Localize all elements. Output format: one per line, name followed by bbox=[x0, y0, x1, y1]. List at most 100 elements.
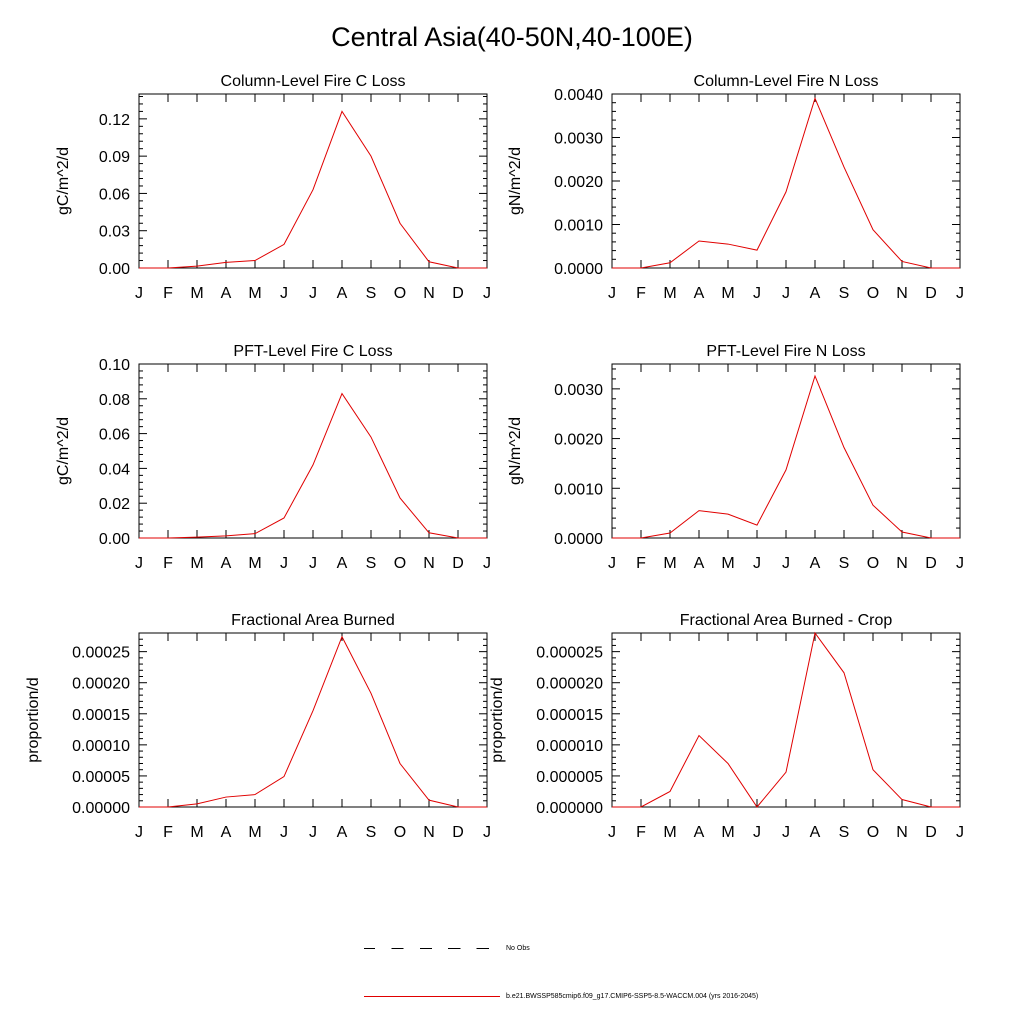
x-tick-label: J bbox=[483, 285, 491, 302]
x-tick-label: N bbox=[896, 555, 908, 572]
x-tick-label: J bbox=[280, 824, 288, 841]
y-tick-label: 0.000020 bbox=[536, 676, 603, 693]
x-tick-label: J bbox=[956, 824, 964, 841]
y-axis-label: proportion/d bbox=[489, 677, 506, 762]
y-tick-label: 0.00020 bbox=[72, 676, 130, 693]
chart-title: PFT-Level Fire C Loss bbox=[233, 343, 392, 360]
x-tick-label: A bbox=[810, 555, 821, 572]
x-tick-label: F bbox=[163, 824, 173, 841]
x-tick-label: J bbox=[309, 824, 317, 841]
y-tick-label: 0.06 bbox=[99, 186, 130, 203]
y-tick-label: 0.0000 bbox=[554, 531, 603, 548]
series-line-1 bbox=[612, 96, 960, 269]
y-axis-label: gC/m^2/d bbox=[55, 417, 72, 485]
x-tick-label: M bbox=[721, 824, 734, 841]
x-tick-label: O bbox=[867, 285, 879, 302]
plot-frame bbox=[138, 363, 488, 539]
x-tick-label: N bbox=[423, 285, 435, 302]
y-tick-label: 0.00025 bbox=[72, 645, 130, 662]
x-tick-label: M bbox=[663, 285, 676, 302]
y-tick-label: 0.00000 bbox=[72, 800, 130, 817]
chart-title: PFT-Level Fire N Loss bbox=[706, 343, 865, 360]
x-tick-label: J bbox=[782, 555, 790, 572]
x-tick-label: S bbox=[366, 824, 377, 841]
x-tick-label: N bbox=[423, 555, 435, 572]
x-tick-label: J bbox=[608, 555, 616, 572]
x-tick-label: D bbox=[925, 824, 937, 841]
series-line-1 bbox=[612, 631, 960, 808]
x-tick-label: J bbox=[782, 285, 790, 302]
y-axis-label: proportion/d bbox=[25, 677, 42, 762]
y-tick-label: 0.12 bbox=[99, 112, 130, 129]
x-tick-label: O bbox=[867, 824, 879, 841]
y-tick-label: 0.08 bbox=[99, 392, 130, 409]
x-tick-label: O bbox=[394, 555, 406, 572]
plot-frame bbox=[611, 632, 961, 808]
x-tick-label: D bbox=[925, 555, 937, 572]
x-tick-label: M bbox=[190, 285, 203, 302]
x-tick-label: M bbox=[663, 824, 676, 841]
x-tick-label: J bbox=[309, 285, 317, 302]
x-tick-label: D bbox=[925, 285, 937, 302]
x-tick-label: M bbox=[248, 824, 261, 841]
y-tick-label: 0.02 bbox=[99, 496, 130, 513]
x-tick-label: A bbox=[810, 824, 821, 841]
x-tick-label: J bbox=[135, 824, 143, 841]
x-tick-label: A bbox=[221, 555, 232, 572]
x-tick-label: A bbox=[337, 285, 348, 302]
x-tick-label: A bbox=[810, 285, 821, 302]
y-tick-label: 0.00015 bbox=[72, 707, 130, 724]
x-tick-label: M bbox=[663, 555, 676, 572]
y-axis-label: gN/m^2/d bbox=[507, 417, 524, 485]
y-tick-label: 0.0020 bbox=[554, 432, 603, 449]
x-tick-label: J bbox=[753, 824, 761, 841]
x-tick-label: A bbox=[221, 824, 232, 841]
y-tick-label: 0.06 bbox=[99, 427, 130, 444]
plot-frame bbox=[611, 93, 961, 269]
plot-frame bbox=[138, 93, 488, 269]
x-tick-label: M bbox=[248, 555, 261, 572]
x-tick-label: J bbox=[483, 824, 491, 841]
x-tick-label: S bbox=[366, 285, 377, 302]
x-tick-label: O bbox=[394, 824, 406, 841]
x-tick-label: M bbox=[721, 555, 734, 572]
x-tick-label: M bbox=[190, 555, 203, 572]
series-line-1 bbox=[139, 635, 487, 808]
x-tick-label: J bbox=[782, 824, 790, 841]
x-tick-label: J bbox=[309, 555, 317, 572]
x-tick-label: M bbox=[721, 285, 734, 302]
x-tick-label: S bbox=[839, 555, 850, 572]
x-tick-label: J bbox=[753, 555, 761, 572]
x-tick-label: D bbox=[452, 285, 464, 302]
y-tick-label: 0.04 bbox=[99, 461, 130, 478]
y-tick-label: 0.00 bbox=[99, 261, 130, 278]
x-tick-label: O bbox=[867, 555, 879, 572]
x-tick-label: F bbox=[636, 285, 646, 302]
x-tick-label: A bbox=[694, 824, 705, 841]
y-tick-label: 0.09 bbox=[99, 149, 130, 166]
x-tick-label: J bbox=[956, 285, 964, 302]
y-tick-label: 0.0030 bbox=[554, 382, 603, 399]
x-tick-label: J bbox=[608, 824, 616, 841]
x-tick-label: N bbox=[896, 285, 908, 302]
y-tick-label: 0.000005 bbox=[536, 769, 603, 786]
x-tick-label: S bbox=[839, 285, 850, 302]
y-tick-label: 0.0040 bbox=[554, 87, 603, 104]
x-tick-label: S bbox=[839, 824, 850, 841]
chart-title: Column-Level Fire N Loss bbox=[694, 73, 879, 90]
chart-panel-6: Fractional Area Burned - Crop proportion/… bbox=[489, 612, 964, 841]
y-tick-label: 0.0010 bbox=[554, 481, 603, 498]
series-line-1 bbox=[139, 110, 487, 269]
y-axis-label: gN/m^2/d bbox=[507, 147, 524, 215]
y-tick-label: 0.10 bbox=[99, 357, 130, 374]
y-tick-label: 0.0000 bbox=[554, 261, 603, 278]
y-tick-label: 0.000000 bbox=[536, 800, 603, 817]
x-tick-label: J bbox=[280, 555, 288, 572]
y-tick-label: 0.0010 bbox=[554, 218, 603, 235]
series-line-1 bbox=[612, 374, 960, 539]
y-tick-label: 0.0020 bbox=[554, 174, 603, 191]
